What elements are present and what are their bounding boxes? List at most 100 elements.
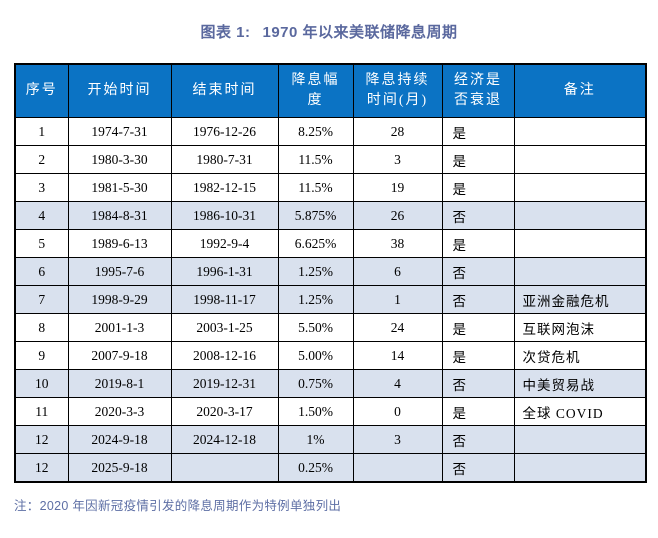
cell-magnitude: 1.25% [277, 257, 354, 286]
cell-index: 9 [14, 341, 69, 370]
cell-note: 亚洲金融危机 [513, 285, 647, 314]
cell-index: 8 [14, 313, 69, 342]
cell-index: 10 [14, 369, 69, 398]
cell-magnitude: 8.25% [277, 117, 354, 146]
cell-index: 12 [14, 453, 69, 483]
cell-note [513, 229, 647, 258]
col-header-end: 结束时间 [170, 63, 279, 118]
cell-duration: 38 [352, 229, 443, 258]
cell-note: 互联网泡沫 [513, 313, 647, 342]
cell-duration: 14 [352, 341, 443, 370]
cell-start: 1995-7-6 [67, 257, 172, 286]
cell-magnitude: 11.5% [277, 173, 354, 202]
cell-duration: 0 [352, 397, 443, 426]
cell-duration: 28 [352, 117, 443, 146]
cell-duration: 24 [352, 313, 443, 342]
cell-note [513, 425, 647, 454]
cell-note [513, 257, 647, 286]
cell-recession: 是 [441, 229, 515, 258]
cell-start: 1974-7-31 [67, 117, 172, 146]
table-row: 2 1980-3-30 1980-7-31 11.5% 3 是 [14, 145, 647, 174]
cell-duration: 1 [352, 285, 443, 314]
figure-title-text: 1970 年以来美联储降息周期 [262, 24, 458, 41]
cell-magnitude: 5.875% [277, 201, 354, 230]
figure-title-label: 图表 1: [200, 24, 251, 41]
cell-recession: 是 [441, 145, 515, 174]
cell-note [513, 201, 647, 230]
cell-index: 1 [14, 117, 69, 146]
cell-recession: 是 [441, 341, 515, 370]
col-header-note: 备注 [513, 63, 647, 118]
cell-index: 4 [14, 201, 69, 230]
cell-magnitude: 1.25% [277, 285, 354, 314]
cell-end: 2019-12-31 [170, 369, 279, 398]
cell-magnitude: 1.50% [277, 397, 354, 426]
cell-start: 2024-9-18 [67, 425, 172, 454]
cell-start: 1989-6-13 [67, 229, 172, 258]
table-row: 7 1998-9-29 1998-11-17 1.25% 1 否 亚洲金融危机 [14, 285, 647, 314]
cell-magnitude: 5.00% [277, 341, 354, 370]
cell-end: 2020-3-17 [170, 397, 279, 426]
table-row: 11 2020-3-3 2020-3-17 1.50% 0 是 全球 COVID [14, 397, 647, 426]
cell-end: 2008-12-16 [170, 341, 279, 370]
col-header-duration: 降息持续 时间(月) [352, 63, 443, 118]
table-body: 1 1974-7-31 1976-12-26 8.25% 28 是 2 1980… [14, 117, 647, 483]
cell-duration: 6 [352, 257, 443, 286]
cell-recession: 是 [441, 173, 515, 202]
cell-duration: 3 [352, 425, 443, 454]
cell-end: 1976-12-26 [170, 117, 279, 146]
cell-note: 次贷危机 [513, 341, 647, 370]
rate-cut-cycles-table: 序号 开始时间 结束时间 降息幅 度 降息持续 时间(月) 经济是 否衰退 备注… [14, 63, 647, 483]
cell-end: 1998-11-17 [170, 285, 279, 314]
table-row: 6 1995-7-6 1996-1-31 1.25% 6 否 [14, 257, 647, 286]
table-row: 12 2025-9-18 0.25% 否 [14, 453, 647, 483]
cell-duration [352, 453, 443, 483]
cell-magnitude: 5.50% [277, 313, 354, 342]
col-header-magnitude: 降息幅 度 [277, 63, 354, 118]
cell-start: 1998-9-29 [67, 285, 172, 314]
cell-duration: 19 [352, 173, 443, 202]
cell-recession: 否 [441, 201, 515, 230]
table-row: 3 1981-5-30 1982-12-15 11.5% 19 是 [14, 173, 647, 202]
cell-magnitude: 0.25% [277, 453, 354, 483]
cell-recession: 否 [441, 453, 515, 483]
cell-index: 6 [14, 257, 69, 286]
cell-note [513, 173, 647, 202]
cell-note [513, 117, 647, 146]
cell-start: 1980-3-30 [67, 145, 172, 174]
cell-end: 1982-12-15 [170, 173, 279, 202]
figure-footnote: 注：2020 年因新冠疫情引发的降息周期作为特例单独列出 [14, 499, 342, 513]
cell-end [170, 453, 279, 483]
cell-start: 1981-5-30 [67, 173, 172, 202]
cell-end: 1986-10-31 [170, 201, 279, 230]
cell-index: 11 [14, 397, 69, 426]
cell-start: 2020-3-3 [67, 397, 172, 426]
header-row: 序号 开始时间 结束时间 降息幅 度 降息持续 时间(月) 经济是 否衰退 备注 [14, 63, 647, 118]
col-header-start: 开始时间 [67, 63, 172, 118]
cell-recession: 是 [441, 117, 515, 146]
cell-end: 1992-9-4 [170, 229, 279, 258]
cell-end: 1996-1-31 [170, 257, 279, 286]
cell-magnitude: 6.625% [277, 229, 354, 258]
cell-recession: 否 [441, 257, 515, 286]
cell-recession: 是 [441, 397, 515, 426]
cell-note: 中美贸易战 [513, 369, 647, 398]
cell-start: 2019-8-1 [67, 369, 172, 398]
cell-note: 全球 COVID [513, 397, 647, 426]
table-row: 5 1989-6-13 1992-9-4 6.625% 38 是 [14, 229, 647, 258]
table-row: 10 2019-8-1 2019-12-31 0.75% 4 否 中美贸易战 [14, 369, 647, 398]
cell-recession: 否 [441, 425, 515, 454]
table-row: 12 2024-9-18 2024-12-18 1% 3 否 [14, 425, 647, 454]
cell-magnitude: 11.5% [277, 145, 354, 174]
cell-index: 2 [14, 145, 69, 174]
cell-note [513, 453, 647, 483]
cell-end: 1980-7-31 [170, 145, 279, 174]
table-header: 序号 开始时间 结束时间 降息幅 度 降息持续 时间(月) 经济是 否衰退 备注 [14, 63, 647, 118]
cell-end: 2024-12-18 [170, 425, 279, 454]
cell-duration: 26 [352, 201, 443, 230]
cell-index: 7 [14, 285, 69, 314]
col-header-index: 序号 [14, 63, 69, 118]
cell-duration: 3 [352, 145, 443, 174]
cell-start: 1984-8-31 [67, 201, 172, 230]
